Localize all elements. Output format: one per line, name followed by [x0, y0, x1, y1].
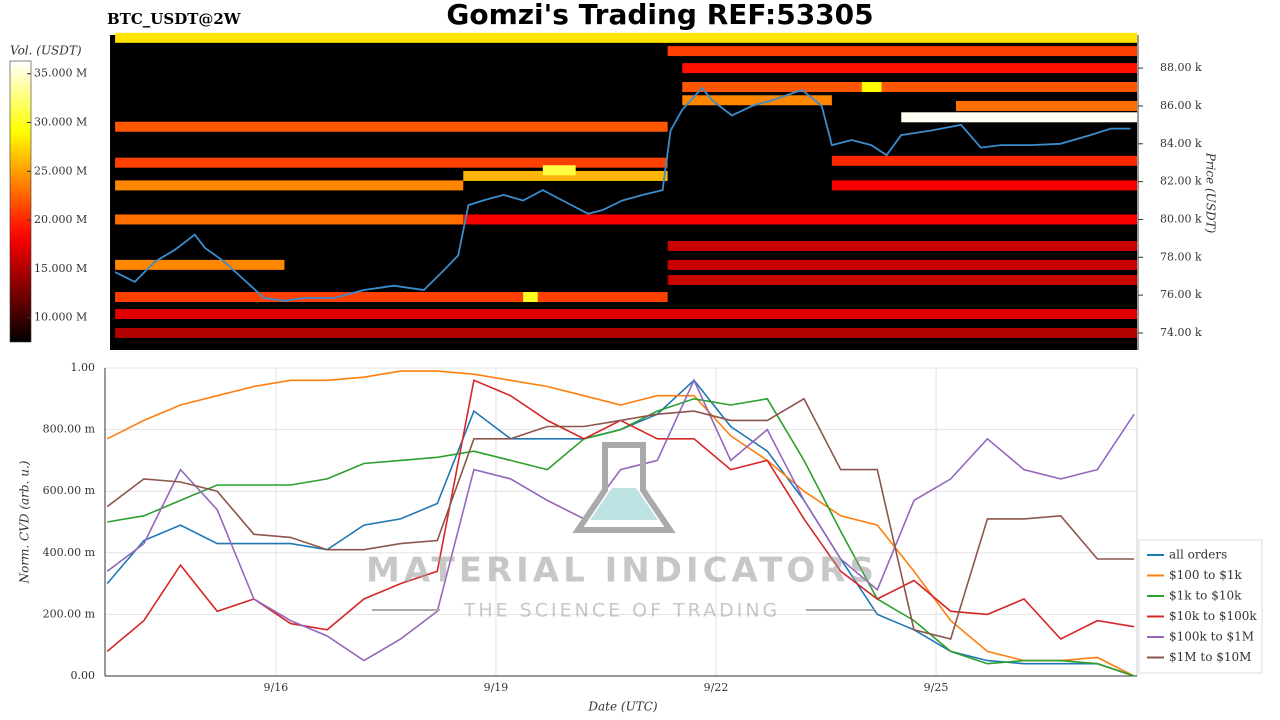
y-tick-label: 1.00	[71, 361, 96, 374]
liquidity-cell	[682, 63, 1137, 74]
liquidity-cell	[115, 214, 464, 225]
liquidity-cell	[667, 259, 1137, 270]
cvd-line	[106, 378, 1135, 662]
liquidity-cell	[115, 292, 668, 303]
liquidity-cell	[115, 327, 1138, 338]
colorbar-tick-label: 30.000 M	[34, 115, 87, 128]
legend-label: $10k to $100k	[1169, 609, 1257, 623]
legend-label: $100 to $1k	[1169, 568, 1242, 582]
y-tick-label: 76.00 k	[1160, 288, 1202, 301]
liquidity-cell	[682, 95, 832, 106]
legend-label: $1M to $10M	[1169, 650, 1251, 664]
symbol: BTC_USDT@2W	[107, 10, 242, 28]
liquidity-cell	[115, 157, 668, 168]
heatmap-cells	[115, 32, 1138, 338]
liquidity-cell	[667, 275, 1137, 285]
liquidity-cell	[463, 214, 1137, 225]
colorbar-tick-label: 35.000 M	[34, 67, 87, 80]
y-tick-label: 82.00 k	[1160, 175, 1202, 188]
cvd-plot-area	[104, 367, 1138, 677]
watermark-title: MATERIAL INDICATORS	[366, 551, 878, 591]
legend-box	[1138, 539, 1263, 674]
liquidity-cell	[115, 32, 1138, 43]
colorbar-tick-label: 20.000 M	[34, 213, 87, 226]
y-tick-label: 600.00 m	[43, 484, 96, 497]
colorbar-label: Vol. (USDT)	[10, 44, 82, 58]
chart-title: Gomzi's Trading REF:53305	[446, 0, 873, 31]
y-tick-label: 74.00 k	[1160, 326, 1202, 339]
legend-label: all orders	[1169, 548, 1227, 562]
liquidity-cell	[901, 112, 1137, 123]
cvd-line	[106, 397, 1135, 640]
liquidity-cell	[861, 82, 882, 93]
x-tick-label: 9/22	[704, 681, 729, 694]
y-tick-label: 800.00 m	[43, 423, 96, 436]
x-axis-label: Date (UTC)	[587, 700, 657, 714]
cvd-line	[107, 397, 1135, 677]
legend-label: $100k to $1M	[1169, 630, 1254, 644]
y-axis-label: Price (USDT)	[1204, 152, 1218, 234]
x-tick-label: 9/25	[924, 681, 949, 694]
x-tick-label: 9/19	[484, 681, 509, 694]
y-tick-label: 200.00 m	[43, 607, 96, 620]
y-tick-label: 0.00	[71, 669, 96, 682]
colorbar-tick-label: 15.000 M	[34, 262, 87, 275]
liquidity-cell	[542, 165, 576, 176]
liquidity-cell	[115, 309, 1138, 320]
y-tick-label: 400.00 m	[43, 546, 96, 559]
y-axis-label: Norm. CVD (arb. u.)	[18, 460, 32, 584]
price-line	[114, 86, 1131, 302]
colorbar-tick-label: 10.000 M	[34, 311, 87, 324]
watermark-liquid	[590, 488, 658, 520]
liquidity-cell	[463, 170, 668, 181]
watermark-flask	[572, 442, 676, 533]
colorbar	[9, 60, 32, 343]
liquidity-cell	[115, 180, 464, 191]
x-tick-label: 9/16	[264, 681, 289, 694]
watermark-subtitle: THE SCIENCE OF TRADING	[463, 600, 781, 622]
liquidity-cell	[523, 292, 538, 303]
colorbar-tick-label: 25.000 M	[34, 164, 87, 177]
y-tick-label: 80.00 k	[1160, 212, 1202, 225]
liquidity-cell	[667, 46, 1137, 57]
y-tick-label: 86.00 k	[1160, 99, 1202, 112]
y-tick-label: 84.00 k	[1160, 137, 1202, 150]
liquidity-cell	[682, 82, 1137, 93]
y-tick-label: 88.00 k	[1160, 61, 1202, 74]
y-tick-label: 78.00 k	[1160, 250, 1202, 263]
liquidity-cell	[115, 121, 668, 132]
liquidity-cell	[955, 100, 1137, 111]
liquidity-cell	[115, 259, 285, 270]
liquidity-cell	[831, 180, 1137, 191]
cvd-line	[106, 370, 1135, 677]
liquidity-cell	[831, 155, 1137, 166]
liquidity-cell	[667, 240, 1137, 251]
legend-label: $1k to $10k	[1169, 589, 1242, 603]
